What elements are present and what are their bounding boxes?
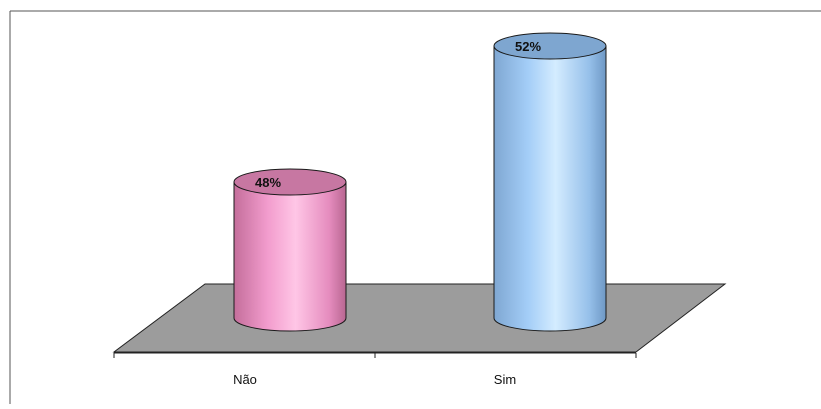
cylinder-bar [234,169,346,331]
cylinder-bar [494,33,606,331]
data-label: 48% [255,175,281,190]
data-label: 52% [515,39,541,54]
chart-floor [114,284,725,352]
category-label: Não [233,372,257,387]
cylinder-body [494,46,606,331]
cylinder-top [234,169,346,195]
category-label: Sim [494,372,516,387]
cylinder-body [234,182,346,331]
cylinder-top [494,33,606,59]
